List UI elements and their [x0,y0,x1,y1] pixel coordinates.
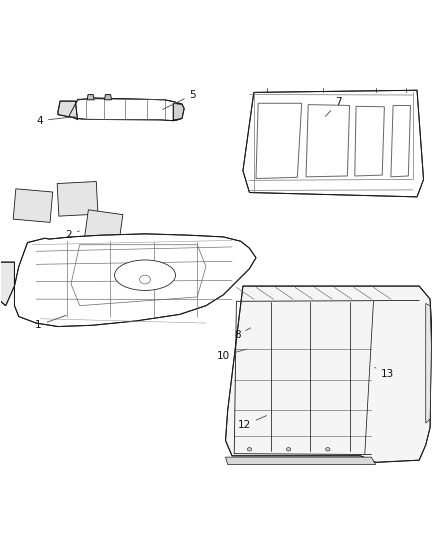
Polygon shape [85,210,123,243]
Polygon shape [13,189,53,222]
Polygon shape [69,98,182,120]
Polygon shape [226,286,431,462]
Text: 12: 12 [238,416,266,430]
Polygon shape [173,103,184,120]
Ellipse shape [286,448,291,451]
Ellipse shape [247,448,252,451]
Polygon shape [0,262,14,305]
Polygon shape [226,457,376,465]
Text: 1: 1 [35,316,66,330]
Ellipse shape [325,448,330,451]
Polygon shape [14,234,256,327]
Polygon shape [58,101,78,120]
Text: 2: 2 [66,230,79,240]
Text: 13: 13 [375,367,395,379]
Text: 10: 10 [217,349,247,361]
Text: 4: 4 [36,116,75,126]
Text: 5: 5 [163,90,196,109]
Text: 8: 8 [234,328,251,340]
Polygon shape [243,90,424,197]
Polygon shape [87,94,94,100]
Polygon shape [105,94,112,100]
Polygon shape [426,303,431,423]
Polygon shape [57,182,98,216]
Ellipse shape [115,260,176,290]
Text: 7: 7 [325,97,342,117]
